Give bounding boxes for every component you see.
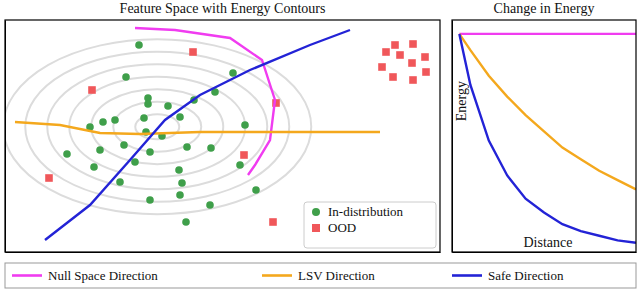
point xyxy=(122,73,130,81)
contour xyxy=(135,114,179,139)
point xyxy=(120,141,128,149)
legend-swatch xyxy=(262,274,292,277)
plot-area xyxy=(459,34,636,243)
point xyxy=(99,118,107,126)
point xyxy=(422,68,430,76)
point xyxy=(111,116,119,124)
point xyxy=(206,201,214,209)
point xyxy=(146,196,154,204)
point xyxy=(178,179,186,187)
axis-line xyxy=(452,21,453,253)
legend-frame xyxy=(5,263,636,288)
point xyxy=(140,114,148,122)
line xyxy=(15,122,380,134)
y-axis xyxy=(5,21,6,253)
point xyxy=(421,53,429,61)
point xyxy=(391,41,399,49)
plot-frame xyxy=(452,20,636,252)
x-axis xyxy=(6,252,441,253)
point xyxy=(241,121,249,129)
line xyxy=(459,33,636,35)
point xyxy=(236,161,244,169)
point xyxy=(409,76,417,84)
x-axis-title: Distance xyxy=(524,235,573,250)
legend-frame xyxy=(304,202,436,248)
point xyxy=(135,41,143,49)
point xyxy=(389,73,397,81)
chart-title: Change in Energy xyxy=(494,1,595,16)
point xyxy=(207,144,215,152)
point xyxy=(229,69,237,77)
point xyxy=(176,113,184,121)
contour xyxy=(113,102,201,152)
line xyxy=(135,28,275,175)
point xyxy=(183,143,191,151)
axis-line xyxy=(5,21,6,253)
chart-title: Feature Space with Energy Contours xyxy=(120,1,326,16)
legend: Null Space Direction LSV Direction Safe Di… xyxy=(5,263,636,288)
point xyxy=(88,86,96,94)
point xyxy=(408,59,416,67)
point xyxy=(189,48,197,56)
contour xyxy=(91,89,223,164)
point xyxy=(116,178,124,186)
y-axis xyxy=(452,21,453,253)
plot-frame xyxy=(5,20,440,252)
legend-marker xyxy=(312,224,320,232)
point xyxy=(90,163,98,171)
legend-label: Safe Direction xyxy=(488,268,564,283)
point xyxy=(176,191,184,199)
point xyxy=(182,218,190,226)
point xyxy=(63,150,71,158)
legend-marker xyxy=(312,208,320,216)
legend-swatch xyxy=(12,274,42,277)
point xyxy=(409,40,417,48)
legend: In-distributionOOD xyxy=(304,202,436,248)
point xyxy=(378,63,386,71)
contour xyxy=(69,77,245,177)
point xyxy=(164,102,172,110)
line xyxy=(459,34,636,243)
axis-line xyxy=(453,252,637,253)
legend-label: In-distribution xyxy=(328,204,404,219)
point xyxy=(240,151,248,159)
legend-label: OOD xyxy=(328,220,356,235)
legend-label: LSV Direction xyxy=(298,268,375,283)
point xyxy=(146,148,154,156)
point xyxy=(396,51,404,59)
legend-label: Null Space Direction xyxy=(48,268,158,283)
point xyxy=(252,186,260,194)
figure: Feature Space with Energy Contours In-dis… xyxy=(0,0,640,292)
point xyxy=(144,100,152,108)
plot-area xyxy=(5,28,430,240)
point xyxy=(131,158,139,166)
contour xyxy=(47,64,267,189)
point xyxy=(382,48,390,56)
point xyxy=(175,166,183,174)
axis-line xyxy=(6,252,441,253)
point xyxy=(96,146,104,154)
y-axis-title: Energy xyxy=(454,81,469,121)
point xyxy=(269,218,277,226)
line xyxy=(459,34,636,189)
x-axis xyxy=(453,252,637,253)
point xyxy=(45,174,53,182)
legend-swatch xyxy=(452,274,482,277)
